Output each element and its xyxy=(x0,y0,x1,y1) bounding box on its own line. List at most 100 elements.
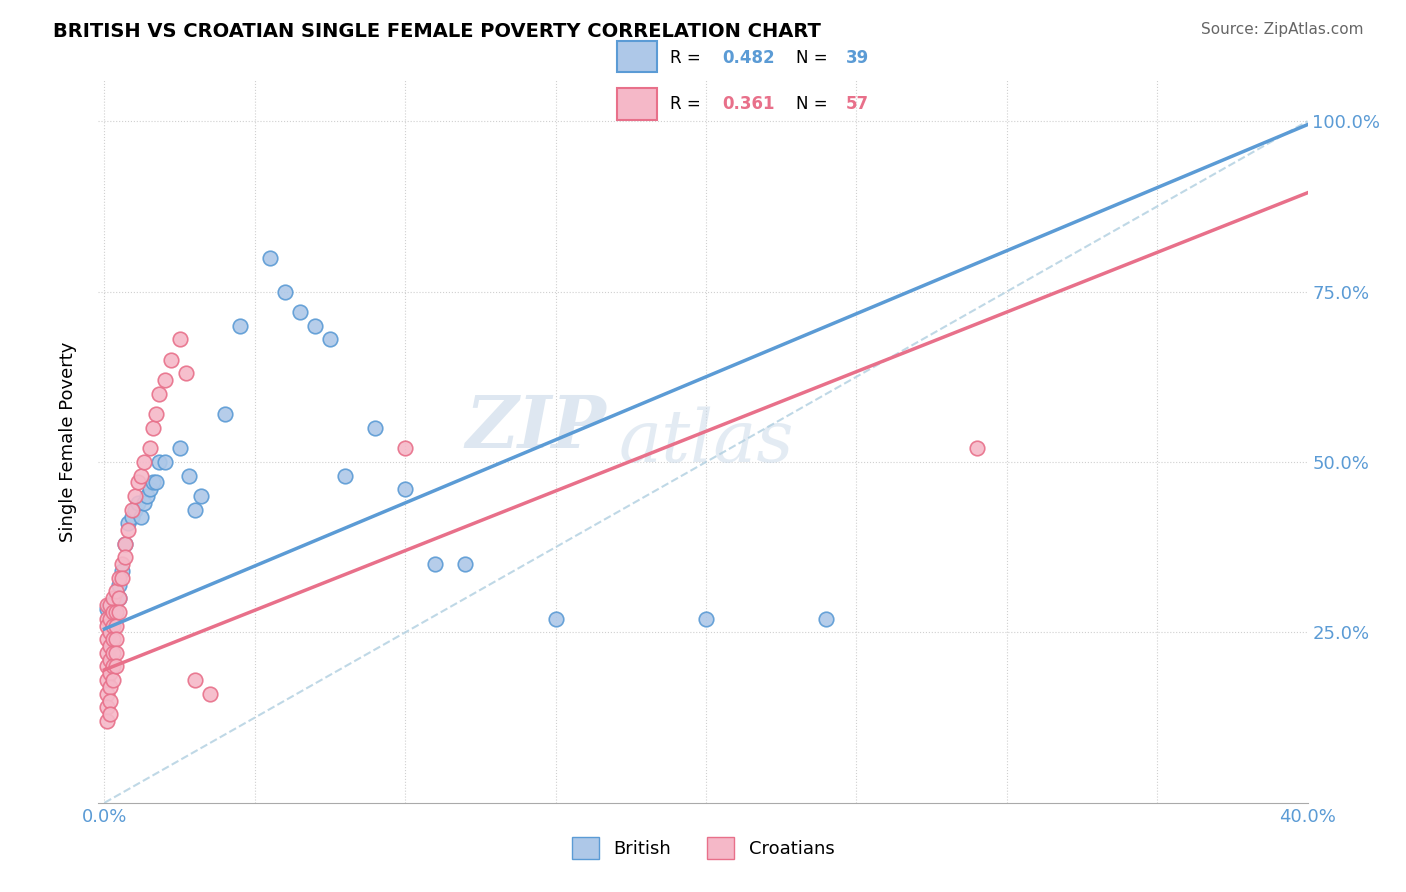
Point xyxy=(153,373,176,387)
Point xyxy=(121,502,143,516)
Point xyxy=(103,673,125,687)
Text: BRITISH VS CROATIAN SINGLE FEMALE POVERTY CORRELATION CHART: BRITISH VS CROATIAN SINGLE FEMALE POVERT… xyxy=(53,22,821,41)
Point xyxy=(454,558,477,572)
Point xyxy=(190,489,212,503)
Point xyxy=(96,601,118,615)
Text: 0.361: 0.361 xyxy=(723,95,775,112)
FancyBboxPatch shape xyxy=(617,41,657,72)
Point xyxy=(169,442,191,456)
Point xyxy=(108,605,131,619)
Text: Source: ZipAtlas.com: Source: ZipAtlas.com xyxy=(1201,22,1364,37)
Point xyxy=(183,673,205,687)
Point xyxy=(425,558,447,572)
Point xyxy=(288,305,311,319)
Point xyxy=(96,673,118,687)
Point xyxy=(103,659,125,673)
Legend: British, Croatians: British, Croatians xyxy=(564,830,842,866)
Point xyxy=(96,700,118,714)
Point xyxy=(159,352,181,367)
Point xyxy=(100,680,122,694)
Point xyxy=(145,407,167,421)
Y-axis label: Single Female Poverty: Single Female Poverty xyxy=(59,342,77,541)
Point xyxy=(259,251,281,265)
Point xyxy=(177,468,200,483)
Point xyxy=(105,632,128,647)
Text: ZIP: ZIP xyxy=(465,392,606,463)
Point xyxy=(138,482,160,496)
Point xyxy=(124,502,146,516)
Point xyxy=(544,612,567,626)
Point xyxy=(394,482,416,496)
Point xyxy=(129,509,152,524)
Point xyxy=(153,455,176,469)
Point xyxy=(117,523,139,537)
Point xyxy=(103,598,125,612)
FancyBboxPatch shape xyxy=(617,88,657,120)
Text: R =: R = xyxy=(669,95,706,112)
Point xyxy=(394,442,416,456)
Point xyxy=(129,468,152,483)
Point xyxy=(145,475,167,490)
Point xyxy=(96,687,118,701)
Point xyxy=(319,332,342,346)
Point xyxy=(142,475,165,490)
Point xyxy=(815,612,838,626)
Point xyxy=(695,612,717,626)
Point xyxy=(100,666,122,681)
Point xyxy=(114,537,136,551)
Point xyxy=(105,646,128,660)
Point xyxy=(127,475,149,490)
Text: atlas: atlas xyxy=(619,406,794,477)
Point xyxy=(214,407,236,421)
Point xyxy=(169,332,191,346)
Point xyxy=(103,632,125,647)
Point xyxy=(96,598,118,612)
Point xyxy=(198,687,221,701)
Text: 57: 57 xyxy=(846,95,869,112)
Point xyxy=(103,605,125,619)
Point xyxy=(100,612,122,626)
Point xyxy=(105,618,128,632)
Point xyxy=(135,489,157,503)
Text: 0.482: 0.482 xyxy=(723,49,775,67)
Text: 39: 39 xyxy=(846,49,869,67)
Point xyxy=(364,421,387,435)
Point xyxy=(304,318,326,333)
Point xyxy=(103,646,125,660)
Point xyxy=(121,509,143,524)
Point xyxy=(96,646,118,660)
Point xyxy=(100,693,122,707)
Point xyxy=(966,442,988,456)
Point xyxy=(100,707,122,722)
Point xyxy=(132,496,155,510)
Point xyxy=(96,612,118,626)
Point xyxy=(111,564,134,578)
Point xyxy=(111,571,134,585)
Point xyxy=(96,714,118,728)
Point xyxy=(105,584,128,599)
Point xyxy=(100,653,122,667)
Point xyxy=(114,550,136,565)
Point xyxy=(100,625,122,640)
Point xyxy=(108,591,131,606)
Point xyxy=(229,318,252,333)
Point xyxy=(96,632,118,647)
Point xyxy=(108,591,131,606)
Point xyxy=(100,601,122,615)
Point xyxy=(96,618,118,632)
Point xyxy=(100,639,122,653)
Point xyxy=(111,558,134,572)
Point xyxy=(174,367,197,381)
Point xyxy=(142,421,165,435)
Point xyxy=(103,591,125,606)
Point xyxy=(333,468,356,483)
Point xyxy=(103,618,125,632)
Point xyxy=(148,387,170,401)
Point xyxy=(127,496,149,510)
Point xyxy=(114,537,136,551)
Point xyxy=(117,516,139,531)
Point xyxy=(138,442,160,456)
Point xyxy=(132,455,155,469)
Point xyxy=(183,502,205,516)
Point xyxy=(108,571,131,585)
